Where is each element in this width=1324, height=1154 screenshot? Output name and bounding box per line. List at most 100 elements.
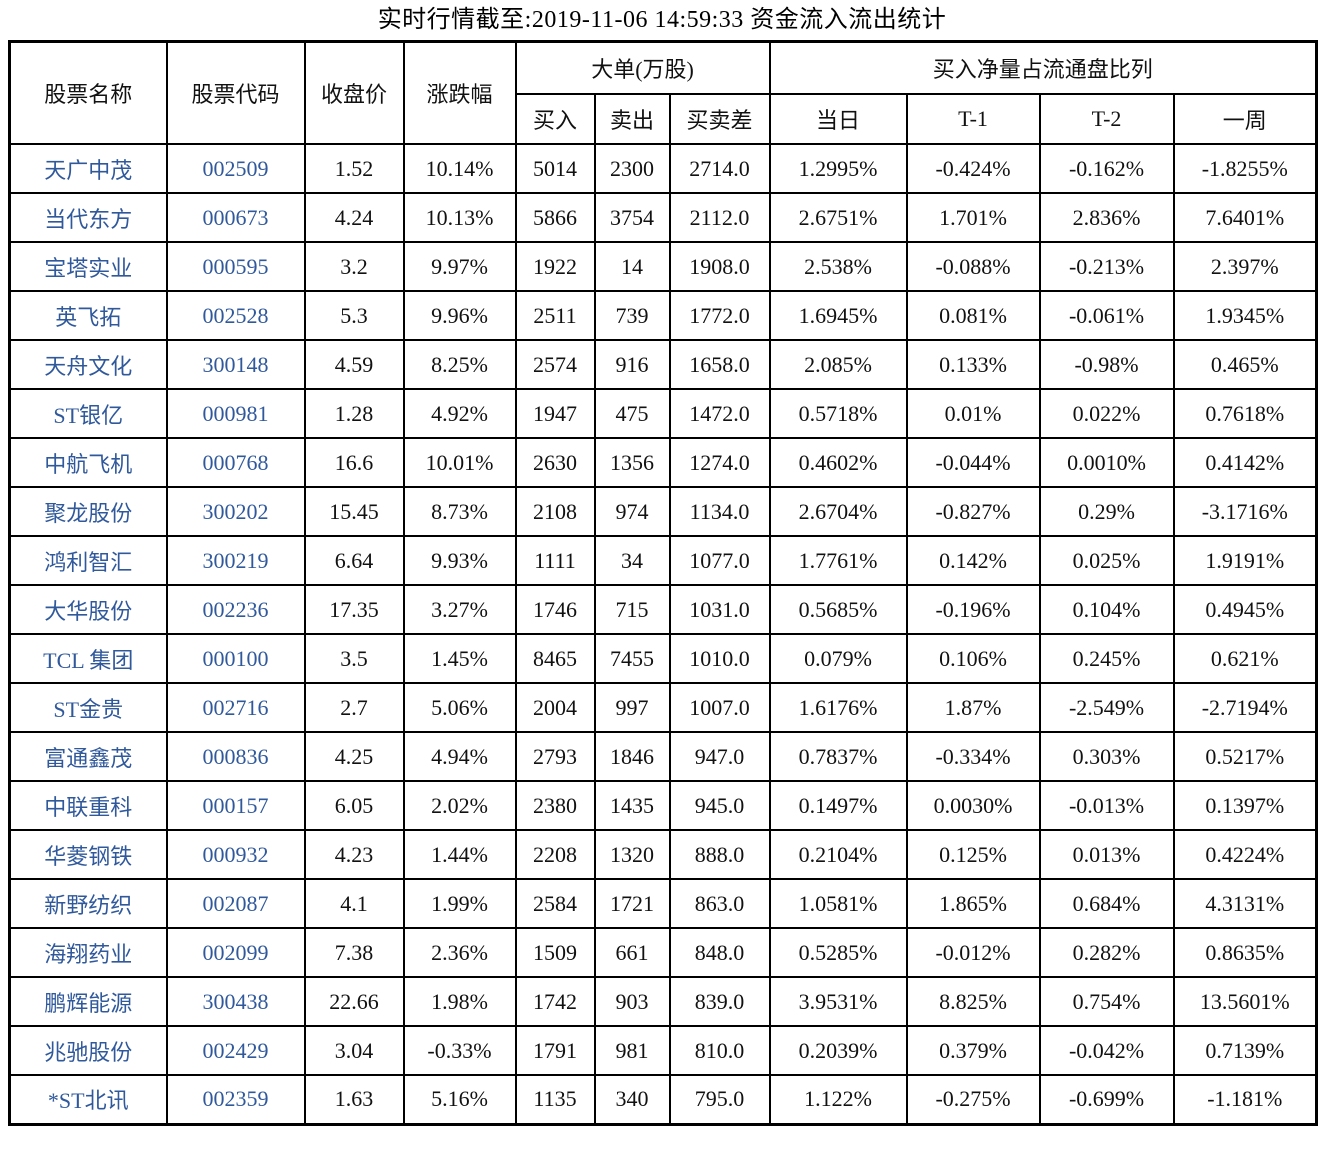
cell-t1: 1.701% bbox=[905, 192, 1041, 243]
cell-stock-code[interactable]: 000100 bbox=[165, 633, 306, 684]
cell-stock-code[interactable]: 000768 bbox=[165, 437, 306, 488]
cell-buy: 2584 bbox=[514, 878, 596, 929]
table-row: 华菱钢铁 000932 4.23 1.44% 2208 1320 888.0 0.2104% 0… bbox=[8, 829, 1318, 880]
page-title: 实时行情截至:2019-11-06 14:59:33 资金流入流出统计 bbox=[377, 7, 947, 33]
col-header-sell: 卖出 bbox=[593, 93, 671, 145]
cell-t2: -0.699% bbox=[1038, 1074, 1175, 1125]
cell-t1: 0.142% bbox=[905, 535, 1041, 586]
cell-buy-sell-diff: 1007.0 bbox=[668, 682, 771, 733]
cell-t2: -0.98% bbox=[1038, 339, 1175, 390]
cell-stock-code[interactable]: 000157 bbox=[165, 780, 306, 831]
cell-change-pct: 2.36% bbox=[402, 927, 517, 978]
table-row: 当代东方 000673 4.24 10.13% 5866 3754 2112.0 2.6751… bbox=[8, 192, 1318, 243]
cell-stock-code[interactable]: 000981 bbox=[165, 388, 306, 439]
cell-stock-name[interactable]: 华菱钢铁 bbox=[8, 829, 168, 880]
cell-stock-name[interactable]: ST银亿 bbox=[8, 388, 168, 439]
cell-t2: 0.022% bbox=[1038, 388, 1175, 439]
cell-today: 1.2995% bbox=[768, 143, 908, 194]
cell-stock-code[interactable]: 000836 bbox=[165, 731, 306, 782]
cell-sell: 7455 bbox=[593, 633, 671, 684]
cell-close-price: 16.6 bbox=[303, 437, 405, 488]
cell-stock-code[interactable]: 000932 bbox=[165, 829, 306, 880]
col-header-buy: 买入 bbox=[514, 93, 596, 145]
cell-stock-name[interactable]: 宝塔实业 bbox=[8, 241, 168, 292]
cell-close-price: 5.3 bbox=[303, 290, 405, 341]
cell-stock-name[interactable]: TCL 集团 bbox=[8, 633, 168, 684]
cell-stock-name[interactable]: 富通鑫茂 bbox=[8, 731, 168, 782]
cell-stock-name[interactable]: ST金贵 bbox=[8, 682, 168, 733]
cell-stock-code[interactable]: 000673 bbox=[165, 192, 306, 243]
cell-stock-name[interactable]: 海翔药业 bbox=[8, 927, 168, 978]
cell-today: 0.2039% bbox=[768, 1025, 908, 1076]
cell-stock-name[interactable]: 鹏辉能源 bbox=[8, 976, 168, 1027]
cell-today: 0.079% bbox=[768, 633, 908, 684]
cell-t1: 0.0030% bbox=[905, 780, 1041, 831]
cell-stock-name[interactable]: 当代东方 bbox=[8, 192, 168, 243]
cell-t2: -0.042% bbox=[1038, 1025, 1175, 1076]
cell-stock-name[interactable]: 兆驰股份 bbox=[8, 1025, 168, 1076]
cell-buy-sell-diff: 945.0 bbox=[668, 780, 771, 831]
cell-stock-name[interactable]: 天舟文化 bbox=[8, 339, 168, 390]
cell-change-pct: 3.27% bbox=[402, 584, 517, 635]
cell-stock-name[interactable]: 中联重科 bbox=[8, 780, 168, 831]
cell-stock-name[interactable]: 中航飞机 bbox=[8, 437, 168, 488]
cell-stock-code[interactable]: 002429 bbox=[165, 1025, 306, 1076]
col-header-close-price: 收盘价 bbox=[303, 40, 405, 145]
cell-buy-sell-diff: 1274.0 bbox=[668, 437, 771, 488]
cell-stock-name[interactable]: 新野纺织 bbox=[8, 878, 168, 929]
cell-today: 0.4602% bbox=[768, 437, 908, 488]
cell-stock-name[interactable]: 天广中茂 bbox=[8, 143, 168, 194]
cell-stock-code[interactable]: 000595 bbox=[165, 241, 306, 292]
cell-stock-code[interactable]: 002359 bbox=[165, 1074, 306, 1125]
cell-change-pct: 1.45% bbox=[402, 633, 517, 684]
col-header-today: 当日 bbox=[768, 93, 908, 145]
cell-sell: 1721 bbox=[593, 878, 671, 929]
cell-close-price: 15.45 bbox=[303, 486, 405, 537]
cell-sell: 916 bbox=[593, 339, 671, 390]
cell-buy-sell-diff: 1472.0 bbox=[668, 388, 771, 439]
table-row: 天广中茂 002509 1.52 10.14% 5014 2300 2714.0 1.2995… bbox=[8, 143, 1318, 194]
cell-change-pct: 1.44% bbox=[402, 829, 517, 880]
cell-stock-code[interactable]: 300219 bbox=[165, 535, 306, 586]
cell-buy: 2004 bbox=[514, 682, 596, 733]
cell-stock-code[interactable]: 002099 bbox=[165, 927, 306, 978]
table-row: ST银亿 000981 1.28 4.92% 1947 475 1472.0 0.5718% 0… bbox=[8, 388, 1318, 439]
cell-stock-code[interactable]: 002509 bbox=[165, 143, 306, 194]
cell-t2: 0.29% bbox=[1038, 486, 1175, 537]
cell-stock-code[interactable]: 002716 bbox=[165, 682, 306, 733]
cell-t2: 0.303% bbox=[1038, 731, 1175, 782]
cell-buy: 2574 bbox=[514, 339, 596, 390]
table-row: 海翔药业 002099 7.38 2.36% 1509 661 848.0 0.5285% -0… bbox=[8, 927, 1318, 978]
cell-stock-code[interactable]: 002236 bbox=[165, 584, 306, 635]
col-header-week: 一周 bbox=[1172, 93, 1318, 145]
cell-stock-code[interactable]: 002528 bbox=[165, 290, 306, 341]
table-row: 中联重科 000157 6.05 2.02% 2380 1435 945.0 0.1497% 0… bbox=[8, 780, 1318, 831]
cell-stock-name[interactable]: 鸿利智汇 bbox=[8, 535, 168, 586]
cell-stock-code[interactable]: 002087 bbox=[165, 878, 306, 929]
cell-sell: 981 bbox=[593, 1025, 671, 1076]
cell-stock-code[interactable]: 300202 bbox=[165, 486, 306, 537]
cell-stock-name[interactable]: 大华股份 bbox=[8, 584, 168, 635]
cell-t1: 0.379% bbox=[905, 1025, 1041, 1076]
cell-today: 2.6751% bbox=[768, 192, 908, 243]
table-row: 天舟文化 300148 4.59 8.25% 2574 916 1658.0 2.085% 0.… bbox=[8, 339, 1318, 390]
cell-buy: 2108 bbox=[514, 486, 596, 537]
cell-t2: 0.025% bbox=[1038, 535, 1175, 586]
table-row: 聚龙股份 300202 15.45 8.73% 2108 974 1134.0 2.6704%… bbox=[8, 486, 1318, 537]
cell-today: 0.2104% bbox=[768, 829, 908, 880]
cell-close-price: 1.63 bbox=[303, 1074, 405, 1125]
col-header-t2: T-2 bbox=[1038, 93, 1175, 145]
cell-stock-name[interactable]: *ST北讯 bbox=[8, 1074, 168, 1125]
cell-t1: 0.01% bbox=[905, 388, 1041, 439]
cell-buy: 2511 bbox=[514, 290, 596, 341]
cell-stock-name[interactable]: 聚龙股份 bbox=[8, 486, 168, 537]
cell-stock-code[interactable]: 300148 bbox=[165, 339, 306, 390]
cell-week: 0.4142% bbox=[1172, 437, 1318, 488]
cell-stock-name[interactable]: 英飞拓 bbox=[8, 290, 168, 341]
cell-t1: -0.424% bbox=[905, 143, 1041, 194]
cell-t1: 0.125% bbox=[905, 829, 1041, 880]
cell-buy: 5014 bbox=[514, 143, 596, 194]
cell-buy-sell-diff: 2714.0 bbox=[668, 143, 771, 194]
cell-buy: 2380 bbox=[514, 780, 596, 831]
cell-stock-code[interactable]: 300438 bbox=[165, 976, 306, 1027]
